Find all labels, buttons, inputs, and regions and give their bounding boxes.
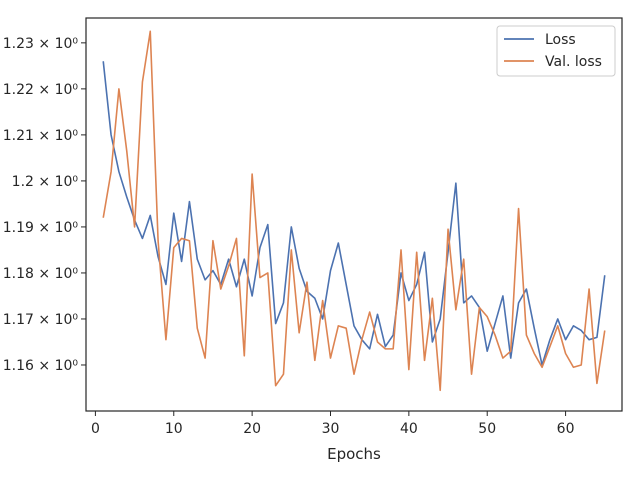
- y-tick-label: 1.23 × 10⁰: [3, 36, 79, 52]
- y-tick-label: 1.19 × 10⁰: [3, 220, 79, 236]
- legend-label: Val. loss: [545, 54, 602, 70]
- y-tick-label: 1.17 × 10⁰: [3, 312, 79, 328]
- x-tick-label: 60: [557, 421, 575, 437]
- y-tick-label: 1.22 × 10⁰: [3, 82, 79, 98]
- legend: Loss Val. loss: [496, 25, 616, 77]
- x-axis-label: Epochs: [327, 445, 381, 463]
- y-tick-label: 1.2 × 10⁰: [12, 174, 79, 190]
- x-tick-label: 40: [400, 421, 418, 437]
- x-tick-label: 50: [478, 421, 496, 437]
- x-tick-label: 20: [243, 421, 261, 437]
- y-tick-label: 1.21 × 10⁰: [3, 128, 79, 144]
- series-lines: [102, 30, 606, 392]
- legend-label: Loss: [545, 32, 576, 48]
- plot-background: [86, 18, 622, 411]
- series-line-0: [102, 61, 606, 366]
- y-tick-label: 1.16 × 10⁰: [3, 358, 79, 374]
- x-tick-label: 0: [91, 421, 100, 437]
- axes: 0 10 20 30 40 50 60 1.16 × 10⁰ 1.17 × 10⁰ 1.18 × …: [3, 17, 623, 437]
- x-tick-label: 10: [165, 421, 183, 437]
- x-tick-label: 30: [322, 421, 340, 437]
- series-line-1: [102, 30, 606, 392]
- y-tick-label: 1.18 × 10⁰: [3, 266, 79, 282]
- plot-frame: [85, 17, 623, 412]
